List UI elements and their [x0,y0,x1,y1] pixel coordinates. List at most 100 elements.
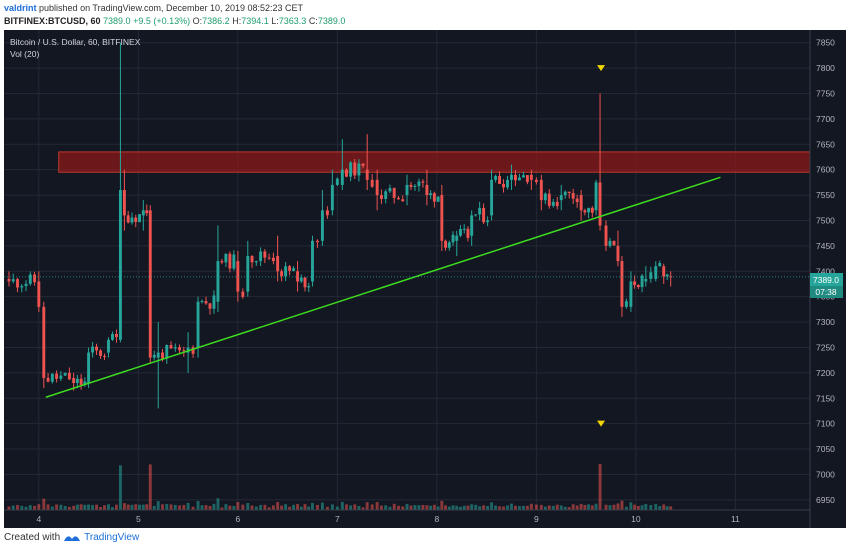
candle-body [517,177,521,181]
candle-body [379,195,383,199]
volume-bar [357,505,361,510]
volume-bar [75,504,79,510]
candle-body [633,281,637,286]
candle-body [178,347,182,351]
price-badge-value: 7389.0 [813,275,839,285]
volume-bar [72,505,76,510]
y-tick-label: 7500 [816,215,835,225]
candle-body [598,182,602,226]
volume-bar [315,504,319,510]
candle-body [161,352,164,359]
volume-bar [629,502,633,510]
volume-bar [547,505,551,510]
candle-body [145,210,149,214]
volume-bar [152,505,156,510]
volume-bar [111,507,114,510]
volume-bar [451,505,455,510]
low-label: L: [271,16,279,26]
chart-area[interactable]: 6950700070507100715072007250730073507400… [4,30,846,528]
volume-bar [658,506,662,510]
volume-bar [624,506,628,510]
candle-body [462,228,466,230]
candle-body [474,214,478,216]
volume-bar [196,500,200,510]
candle-body [644,278,648,282]
trendline[interactable] [4,176,810,398]
candle-body [284,266,288,277]
volume-bar [156,501,160,510]
countdown-bg [810,286,843,298]
volume-bar [59,504,63,510]
volume-bar [459,506,462,510]
volume-bar [224,504,228,510]
candle-body [482,207,486,223]
volume-bar [401,506,405,510]
volume-bar [178,505,182,510]
candle-body [292,268,296,271]
volume-bar [50,506,54,510]
candle-body [224,253,228,263]
y-tick-label: 7450 [816,241,835,251]
candle-body [156,352,160,358]
volume-bar [138,504,141,510]
volume-bar [455,505,459,510]
volume-bar [559,505,563,510]
candle-body [173,347,177,349]
candle-body [658,263,662,267]
y-tick-label: 7100 [816,419,835,429]
candle-body [320,210,324,241]
candle-body [345,169,348,177]
volume-bar [296,504,299,510]
volume-bar [55,504,59,510]
candle-body [307,286,311,288]
y-tick-label: 7050 [816,444,835,454]
volume-bar [246,503,250,510]
candle-body [425,184,429,196]
candle-body [421,181,425,183]
author-name[interactable]: valdrint [4,3,37,13]
price-badge: 7389.0 07:38 [810,273,843,298]
volume-bar [388,506,392,510]
volume-bar [107,504,110,510]
volume-bar [212,503,216,510]
y-tick-label: 7200 [816,368,835,378]
y-tick-label: 7650 [816,139,835,149]
candle-body [191,347,195,354]
candle-body [506,179,509,188]
candle-body [315,240,319,243]
tradingview-link[interactable]: TradingView [84,532,140,543]
candle-body [182,350,186,352]
volume-bar [486,505,490,510]
volume-bar [200,505,204,510]
candle-body [432,193,436,202]
chart-header: valdrint published on TradingView.com, D… [4,2,345,28]
price-chart[interactable]: 6950700070507100715072007250730073507400… [4,30,846,528]
volume-bar [429,505,433,510]
candles [7,42,673,409]
price-badge-bg [810,273,843,286]
volume-bar [311,502,314,510]
candle-body [397,197,400,200]
marker-arrow-icon [597,65,606,72]
time-axis[interactable]: 4 5 6 7 8 9 10 11 [4,509,810,524]
volume-bar [529,503,533,510]
ascending-trendline[interactable] [45,176,721,398]
candle-body [357,163,361,176]
volume-bar [370,504,374,510]
candle-body [436,196,440,202]
volume-bar [241,504,245,510]
volume-bar [165,503,169,510]
volume-bar [16,504,19,510]
x-tick-label: 5 [136,514,141,524]
volume-bar [345,504,348,510]
volume-bar [271,505,275,510]
candle-body [95,346,98,351]
candle-body [141,210,145,216]
volume-bar [292,504,296,510]
volume-bar [571,504,575,510]
candle-body [50,373,54,382]
candle-body [470,215,474,236]
candle-body [288,266,292,271]
candle-body [200,301,204,303]
candle-body [392,188,396,198]
